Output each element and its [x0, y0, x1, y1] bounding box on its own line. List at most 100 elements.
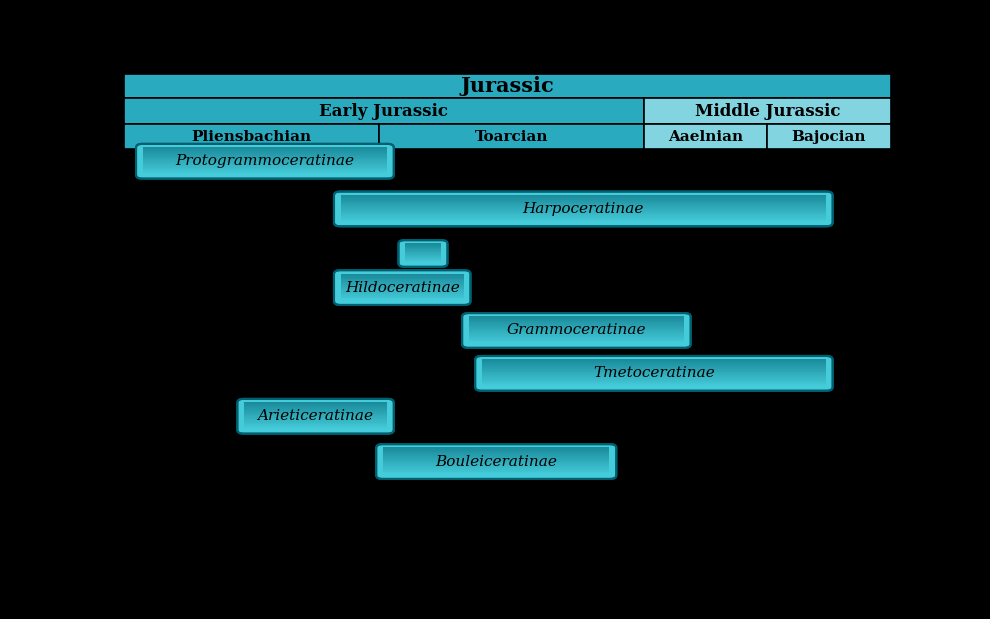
Bar: [245, 407, 387, 408]
Bar: [143, 157, 387, 158]
Bar: [482, 374, 826, 375]
Bar: [405, 245, 441, 246]
Bar: [405, 253, 441, 254]
Bar: [469, 328, 684, 329]
Bar: [143, 165, 387, 167]
Bar: [383, 463, 610, 464]
Bar: [405, 245, 441, 246]
Text: Protogrammoceratinae: Protogrammoceratinae: [175, 154, 354, 168]
Bar: [341, 291, 463, 292]
Bar: [245, 402, 387, 404]
Bar: [482, 366, 826, 368]
Bar: [341, 210, 826, 212]
Bar: [469, 324, 684, 325]
Bar: [341, 207, 826, 208]
Bar: [482, 368, 826, 370]
Bar: [383, 448, 610, 450]
Bar: [143, 154, 387, 155]
Bar: [482, 386, 826, 387]
Bar: [469, 342, 684, 343]
Bar: [245, 428, 387, 429]
Bar: [245, 424, 387, 425]
Bar: [383, 461, 610, 462]
Bar: [341, 293, 463, 294]
Bar: [143, 158, 387, 160]
Bar: [469, 316, 684, 318]
Bar: [245, 410, 387, 412]
Bar: [383, 449, 610, 451]
FancyBboxPatch shape: [238, 399, 394, 434]
Bar: [405, 248, 441, 249]
Bar: [124, 124, 379, 149]
Bar: [143, 170, 387, 171]
Bar: [469, 332, 684, 333]
Bar: [341, 207, 826, 209]
Bar: [245, 418, 387, 419]
Bar: [143, 163, 387, 165]
Bar: [482, 373, 826, 374]
Bar: [341, 295, 463, 296]
Bar: [341, 298, 463, 300]
Bar: [469, 326, 684, 327]
Bar: [383, 474, 610, 475]
Bar: [383, 455, 610, 456]
Bar: [341, 220, 826, 222]
Bar: [405, 258, 441, 259]
Text: Jurassic: Jurassic: [460, 76, 554, 96]
Bar: [482, 359, 826, 361]
Bar: [469, 336, 684, 338]
Bar: [245, 415, 387, 416]
Bar: [379, 124, 644, 149]
Bar: [383, 450, 610, 452]
Bar: [341, 299, 463, 300]
FancyBboxPatch shape: [462, 313, 691, 348]
Bar: [482, 376, 826, 378]
Bar: [245, 411, 387, 413]
Bar: [644, 98, 891, 124]
Bar: [341, 296, 463, 298]
Bar: [469, 329, 684, 331]
Bar: [383, 469, 610, 470]
Bar: [405, 253, 441, 254]
Bar: [341, 282, 463, 284]
Bar: [245, 425, 387, 426]
Bar: [341, 219, 826, 220]
Bar: [482, 371, 826, 373]
Text: Early Jurassic: Early Jurassic: [320, 103, 448, 119]
Bar: [469, 332, 684, 334]
Bar: [383, 473, 610, 474]
Bar: [482, 379, 826, 381]
Bar: [405, 251, 441, 252]
Bar: [383, 467, 610, 468]
Bar: [143, 159, 387, 160]
Bar: [341, 278, 463, 279]
Bar: [341, 284, 463, 285]
Bar: [469, 340, 684, 341]
Bar: [405, 254, 441, 255]
Bar: [341, 197, 826, 199]
Bar: [383, 458, 610, 460]
Bar: [482, 366, 826, 367]
Bar: [469, 321, 684, 322]
Bar: [341, 203, 826, 204]
Bar: [469, 338, 684, 340]
Bar: [245, 426, 387, 428]
Bar: [341, 197, 826, 198]
Bar: [405, 254, 441, 256]
Bar: [405, 257, 441, 258]
Bar: [383, 459, 610, 461]
Bar: [482, 362, 826, 363]
Bar: [341, 279, 463, 280]
Bar: [469, 343, 684, 344]
Bar: [124, 74, 891, 98]
Bar: [341, 215, 826, 216]
Bar: [405, 243, 441, 245]
Bar: [143, 149, 387, 150]
Bar: [341, 286, 463, 288]
Bar: [245, 421, 387, 423]
Bar: [341, 219, 826, 221]
Text: Aaelnian: Aaelnian: [668, 130, 742, 144]
Bar: [482, 384, 826, 386]
Bar: [245, 409, 387, 410]
Bar: [482, 372, 826, 373]
